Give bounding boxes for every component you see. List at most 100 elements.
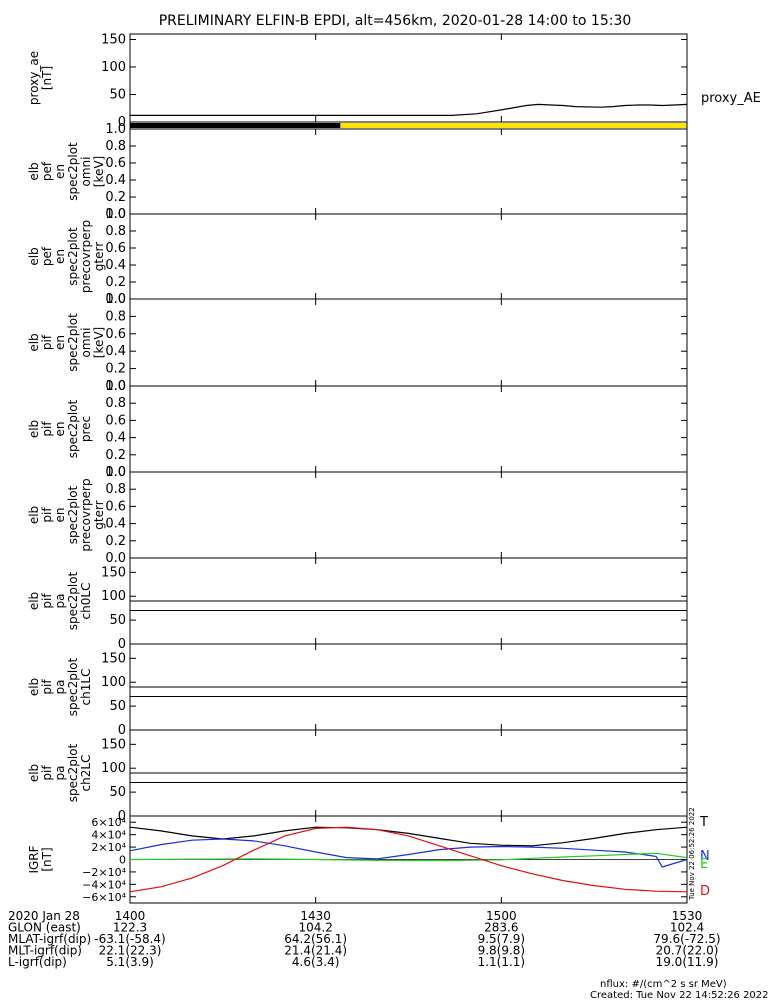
- y-tick-label: 0.2: [105, 190, 126, 205]
- panel-elb-pif-en-spec2plot-precovrperp-gterr: 1.0 0.8 0.6 0.4 0.2 0.0 elb pif en spec2plot preco…: [27, 465, 688, 566]
- y-axis-label-line: pef: [40, 246, 54, 266]
- y-axis-label-line: en: [53, 335, 67, 350]
- footer-row-value: 9.8(9.8): [478, 944, 526, 958]
- footer-row-value: 5.1(3.9): [106, 955, 154, 969]
- y-axis-label-line: elb: [27, 247, 41, 265]
- coverage-segment-1: [340, 123, 687, 128]
- footer-row-value: 1400: [115, 909, 146, 923]
- igrf-legend-D: D: [700, 884, 710, 899]
- y-tick-label: 0: [119, 854, 126, 867]
- y-tick-label: 50: [109, 613, 126, 628]
- y-tick-label: 0.2: [105, 448, 126, 463]
- y-tick-label: 0.4: [105, 517, 126, 532]
- y-tick-label: 0: [118, 637, 126, 652]
- series-proxy_AE: [130, 103, 688, 117]
- y-axis-label-line: pif: [40, 593, 54, 609]
- y-tick-label: 0.4: [105, 258, 126, 273]
- y-axis-label-line: proxy_ae: [27, 51, 41, 105]
- y-axis-label-line: [nT]: [40, 847, 54, 871]
- panel-frame: [129, 128, 688, 215]
- y-tick-label: 0.2: [105, 534, 126, 549]
- y-tick-label: 100: [101, 675, 126, 690]
- y-axis-label-line: pif: [40, 679, 54, 695]
- y-tick-label: 0.8: [105, 139, 126, 154]
- footer-row-value: 19.0(11.9): [656, 955, 719, 969]
- footer-row-value: 22.1(22.3): [99, 944, 162, 958]
- y-tick-label: 150: [101, 565, 126, 580]
- y-tick-label: 1.0: [105, 465, 126, 480]
- y-axis-label-line: pa: [53, 766, 67, 781]
- proxy-ae-legend-label: proxy_AE: [701, 91, 761, 106]
- y-axis-label-line: omni: [79, 157, 93, 187]
- y-tick-label: 1.0: [105, 207, 126, 222]
- plot-title: PRELIMINARY ELFIN-B EPDI, alt=456km, 202…: [159, 13, 632, 29]
- y-tick-label: 0.8: [105, 482, 126, 497]
- created-timestamp: Created: Tue Nov 22 14:52:26 2022: [590, 990, 769, 1000]
- y-tick-label: 150: [101, 33, 126, 48]
- y-axis-label-line: ch2LC: [79, 755, 93, 792]
- igrf-legend-T: T: [699, 815, 708, 830]
- panel-elb-pef-en-spec2plot-precovrperp-gterr: 1.0 0.8 0.6 0.4 0.2 0.0 elb pef en spec2plot preco…: [27, 207, 688, 307]
- y-axis-label-line: spec2plot: [66, 571, 80, 630]
- y-axis-label-line: spec2plot: [66, 485, 80, 544]
- y-tick-label: −6×10⁴: [82, 891, 126, 904]
- y-tick-label: 100: [101, 60, 126, 75]
- y-tick-label: 0.6: [105, 327, 126, 342]
- coverage-segment-0: [130, 123, 341, 128]
- y-tick-label: 0.6: [105, 241, 126, 256]
- y-tick-label: 150: [101, 651, 126, 666]
- y-tick-label: 0.0: [105, 551, 126, 566]
- y-axis-label-line: elb: [27, 420, 41, 438]
- y-tick-label: 2×10⁴: [91, 841, 126, 854]
- y-tick-label: 150: [101, 737, 126, 752]
- footer-row-value: 4.6(3.4): [292, 955, 340, 969]
- y-tick-label: 6×10⁴: [91, 816, 126, 829]
- panel-elb-pif-pa-spec2plot-ch2LC: 150 100 50 0 elb pif pa spec2plot ch2LC: [27, 729, 688, 824]
- panel-data-coverage-bar: [129, 121, 688, 130]
- y-tick-label: 0: [118, 723, 126, 738]
- y-tick-label: 50: [109, 785, 126, 800]
- panel-frame: [129, 385, 688, 473]
- y-tick-label: 0.6: [105, 499, 126, 514]
- y-tick-label: 4×10⁴: [91, 829, 126, 842]
- footer-row-value: 102.4: [670, 921, 704, 935]
- panel-elb-pif-pa-spec2plot-ch0LC: 150 100 50 0 elb pif pa spec2plot ch0LC: [27, 557, 688, 652]
- footer-ephemeris: 2020 Jan 28 1400 1430 1500 1530 GLON (east) 12…: [8, 909, 721, 969]
- panel-elb-pef-en-spec2plot-omni: 1.0 0.8 0.6 0.4 0.2 0.0 elb pef en spec2plot omni[…: [27, 122, 688, 222]
- y-axis-label-line: [nT]: [40, 66, 54, 90]
- y-axis-label-line: precovrperp: [79, 220, 93, 293]
- y-axis-label-line: elb: [27, 678, 41, 696]
- y-axis-label-line: spec2plot: [66, 657, 80, 716]
- y-tick-label: 1.0: [105, 379, 126, 394]
- y-tick-label: 0.4: [105, 173, 126, 188]
- y-axis-label-line: precovrperp: [79, 478, 93, 551]
- y-axis-label-line: pa: [53, 680, 67, 695]
- footer-row-value: 9.5(7.9): [478, 932, 526, 946]
- footer-row-value: 1.1(1.1): [478, 955, 526, 969]
- y-tick-label: 0.0: [105, 379, 126, 394]
- y-axis-label-line: spec2plot: [66, 743, 80, 802]
- y-tick-label: 0.8: [105, 396, 126, 411]
- y-axis-label-line: elb: [27, 506, 41, 524]
- y-tick-label: 0.8: [105, 224, 126, 239]
- y-tick-label: 0: [118, 809, 126, 824]
- footer-row-label: GLON (east): [8, 921, 81, 935]
- footer-row-value: 79.6(-72.5): [653, 932, 720, 946]
- y-tick-label: 0: [118, 115, 126, 130]
- igrf-legend-E: E: [700, 857, 708, 872]
- vertical-timestamp: Tue Nov 22 06:52:26 2022: [688, 807, 696, 901]
- footer-row-label: MLT-igrf(dip): [8, 944, 82, 958]
- igrf-legend-N: N: [700, 849, 710, 864]
- y-axis-label-line: [keV]: [92, 156, 106, 187]
- y-tick-label: 50: [109, 699, 126, 714]
- panel-frame: [129, 471, 688, 559]
- footer-row-value: 64.2(56.1): [284, 932, 347, 946]
- y-tick-label: 100: [101, 589, 126, 604]
- y-axis-label-line: [keV]: [92, 327, 106, 358]
- footer-row-label: L-igrf(dip): [8, 955, 67, 969]
- y-axis-label-line: en: [53, 249, 67, 264]
- footer-row-label: 2020 Jan 28: [8, 909, 80, 923]
- footer-row-value: 20.7(22.0): [656, 944, 719, 958]
